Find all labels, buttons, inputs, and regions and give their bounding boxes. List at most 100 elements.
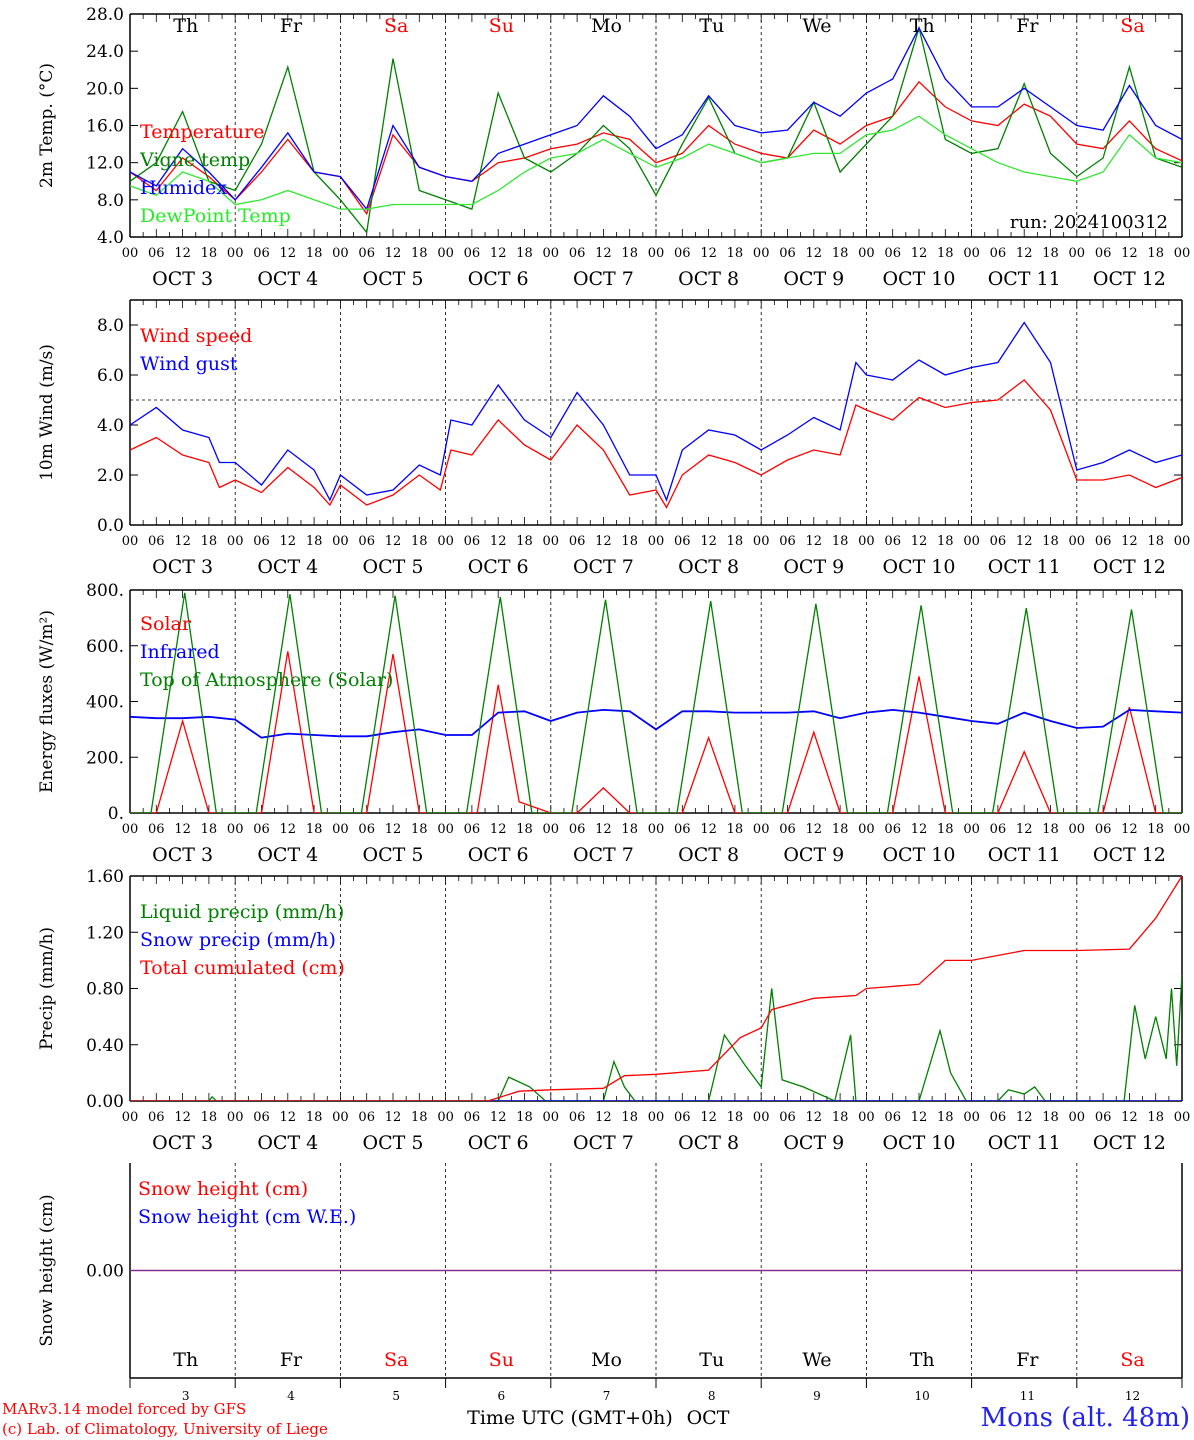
hour-label: 18 bbox=[1042, 246, 1059, 261]
y-tick-label: 0.0 bbox=[97, 516, 124, 536]
hour-label: 00 bbox=[1174, 246, 1191, 261]
hour-label: 18 bbox=[1147, 246, 1164, 261]
series-line-humidex bbox=[130, 26, 1182, 211]
hour-label: 06 bbox=[1095, 246, 1112, 261]
y-tick-label: 600. bbox=[86, 637, 124, 657]
hour-label: 00 bbox=[648, 822, 665, 837]
day-number: 10 bbox=[915, 1389, 930, 1403]
hour-label: 18 bbox=[516, 1110, 533, 1125]
hour-label: 18 bbox=[411, 246, 428, 261]
weekday-label: Sa bbox=[384, 1349, 408, 1371]
hour-label: 00 bbox=[963, 822, 980, 837]
hour-label: 18 bbox=[306, 822, 323, 837]
weekday-label: Fr bbox=[280, 1349, 303, 1371]
hour-label: 00 bbox=[227, 822, 244, 837]
hour-label: 00 bbox=[122, 822, 139, 837]
hour-label: 18 bbox=[1042, 534, 1059, 549]
day-number: 5 bbox=[392, 1389, 400, 1403]
hour-label: 00 bbox=[648, 1110, 665, 1125]
hour-label: 18 bbox=[832, 822, 849, 837]
hour-label: 00 bbox=[1069, 1110, 1086, 1125]
hour-label: 18 bbox=[727, 246, 744, 261]
credit-line-2: (c) Lab. of Climatology, University of L… bbox=[2, 1420, 328, 1438]
date-label: OCT 4 bbox=[257, 1132, 318, 1154]
day-number: 9 bbox=[813, 1389, 821, 1403]
run-label: run: 2024100312 bbox=[1010, 212, 1168, 233]
hour-label: 12 bbox=[595, 822, 612, 837]
hour-label: 18 bbox=[937, 246, 954, 261]
hour-label: 00 bbox=[437, 822, 454, 837]
hour-label: 12 bbox=[700, 1110, 717, 1125]
hour-label: 06 bbox=[779, 822, 796, 837]
hour-label: 06 bbox=[148, 246, 165, 261]
hour-label: 12 bbox=[490, 1110, 507, 1125]
y-tick-label: 2.0 bbox=[97, 466, 124, 486]
hour-label: 18 bbox=[411, 822, 428, 837]
hour-label: 18 bbox=[727, 534, 744, 549]
hour-label: 00 bbox=[1174, 1110, 1191, 1125]
y-tick-label: 0.40 bbox=[86, 1036, 124, 1056]
series-line-total-cumulated-cm- bbox=[130, 876, 1182, 1101]
hour-label: 12 bbox=[700, 246, 717, 261]
hour-label: 00 bbox=[227, 246, 244, 261]
legend-entry: Solar bbox=[140, 613, 192, 635]
hour-label: 06 bbox=[358, 1110, 375, 1125]
hour-label: 12 bbox=[595, 1110, 612, 1125]
hour-label: 06 bbox=[253, 822, 270, 837]
hour-label: 06 bbox=[779, 246, 796, 261]
hour-label: 12 bbox=[911, 1110, 928, 1125]
date-label: OCT 3 bbox=[152, 268, 213, 290]
hour-label: 12 bbox=[280, 822, 297, 837]
date-label: OCT 7 bbox=[573, 556, 634, 578]
hour-label: 06 bbox=[674, 534, 691, 549]
hour-label: 06 bbox=[358, 534, 375, 549]
hour-label: 12 bbox=[911, 534, 928, 549]
hour-label: 00 bbox=[753, 1110, 770, 1125]
date-label: OCT 12 bbox=[1093, 1132, 1166, 1154]
credit-line-1: MARv3.14 model forced by GFS bbox=[2, 1400, 246, 1418]
date-label: OCT 4 bbox=[257, 268, 318, 290]
hour-label: 12 bbox=[385, 246, 402, 261]
hour-label: 06 bbox=[674, 822, 691, 837]
weekday-label: Tu bbox=[699, 1349, 724, 1371]
hour-label: 18 bbox=[621, 1110, 638, 1125]
panel-1: 4.0 8.0 12.0 16.0 20.0 24.0 28.0 2m Temp. (°C) T… bbox=[37, 5, 1190, 290]
hour-label: 12 bbox=[595, 246, 612, 261]
legend-entry: Humidex bbox=[140, 177, 227, 199]
panel-4: 0.00 0.40 0.80 1.20 1.60 Precip (mm/h) Liquid … bbox=[37, 867, 1190, 1154]
date-label: OCT 11 bbox=[988, 268, 1061, 290]
hour-label: 12 bbox=[490, 534, 507, 549]
panel-5: 0.00 Snow height (cm) Snow height (cm) Snow… bbox=[37, 1163, 1183, 1403]
hour-label: 00 bbox=[1174, 534, 1191, 549]
hour-label: 00 bbox=[1069, 822, 1086, 837]
day-number: 12 bbox=[1125, 1389, 1140, 1403]
legend-entry: DewPoint Temp bbox=[140, 205, 291, 227]
hour-label: 12 bbox=[1121, 246, 1138, 261]
station-label: Mons (alt. 48m) bbox=[981, 1403, 1190, 1433]
hour-label: 12 bbox=[911, 246, 928, 261]
date-label: OCT 8 bbox=[678, 1132, 739, 1154]
hour-label: 00 bbox=[227, 1110, 244, 1125]
hour-label: 12 bbox=[385, 1110, 402, 1125]
y-axis-title: Precip (mm/h) bbox=[37, 927, 57, 1050]
panel-2: 0.0 2.0 4.0 6.0 8.0 10m Wind (m/s) Wind speed W… bbox=[37, 299, 1191, 578]
y-tick-label: 200. bbox=[86, 748, 124, 768]
date-label: OCT 5 bbox=[363, 268, 424, 290]
hour-label: 00 bbox=[858, 1110, 875, 1125]
y-tick-label: 20.0 bbox=[86, 79, 124, 99]
hour-label: 06 bbox=[779, 534, 796, 549]
hour-label: 18 bbox=[516, 246, 533, 261]
weekday-label: Su bbox=[489, 1349, 514, 1371]
day-number: 7 bbox=[603, 1389, 611, 1403]
hour-label: 06 bbox=[884, 246, 901, 261]
hour-label: 00 bbox=[437, 1110, 454, 1125]
hour-label: 18 bbox=[201, 1110, 218, 1125]
date-label: OCT 9 bbox=[783, 556, 844, 578]
date-label: OCT 8 bbox=[678, 556, 739, 578]
hour-label: 00 bbox=[332, 534, 349, 549]
hour-label: 00 bbox=[858, 246, 875, 261]
hour-label: 00 bbox=[122, 246, 139, 261]
hour-label: 12 bbox=[700, 534, 717, 549]
y-tick-label: 8.0 bbox=[97, 191, 124, 211]
